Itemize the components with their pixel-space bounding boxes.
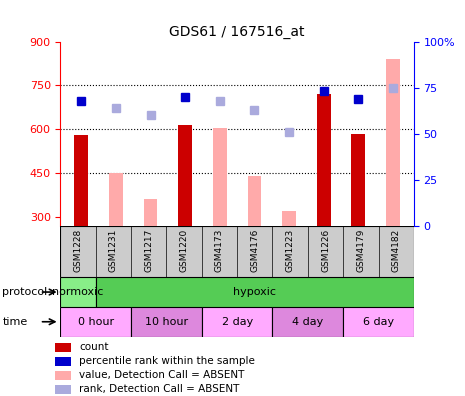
Text: GSM1223: GSM1223 [286, 228, 295, 272]
Text: GSM4182: GSM4182 [392, 228, 401, 272]
Bar [55, 343, 71, 352]
Title: GDS61 / 167516_at: GDS61 / 167516_at [169, 25, 305, 39]
Bar [74, 135, 88, 226]
Text: GSM4173: GSM4173 [215, 228, 224, 272]
Text: count: count [79, 343, 109, 352]
Text: GSM4176: GSM4176 [250, 228, 259, 272]
Text: GSM1220: GSM1220 [179, 228, 189, 272]
Bar [202, 307, 272, 337]
Bar [213, 128, 227, 226]
Text: percentile rank within the sample: percentile rank within the sample [79, 356, 255, 366]
Text: protocol: protocol [2, 287, 47, 297]
Bar [109, 173, 123, 226]
Bar [178, 125, 192, 226]
Bar [60, 277, 96, 307]
Text: value, Detection Call = ABSENT: value, Detection Call = ABSENT [79, 370, 245, 380]
Bar [144, 200, 158, 226]
Text: 6 day: 6 day [363, 317, 394, 327]
Bar [352, 133, 365, 226]
Bar [131, 307, 202, 337]
Text: time: time [2, 317, 27, 327]
Text: GSM1217: GSM1217 [144, 228, 153, 272]
Bar [317, 94, 331, 226]
Text: hypoxic: hypoxic [233, 287, 276, 297]
Text: rank, Detection Call = ABSENT: rank, Detection Call = ABSENT [79, 384, 239, 394]
Bar [55, 357, 71, 366]
Text: 0 hour: 0 hour [78, 317, 114, 327]
Text: 2 day: 2 day [221, 317, 253, 327]
Bar [272, 307, 343, 337]
Bar [282, 211, 296, 226]
Text: normoxic: normoxic [53, 287, 104, 297]
Bar [386, 59, 400, 226]
Bar [60, 307, 131, 337]
Bar [55, 371, 71, 380]
Text: 4 day: 4 day [292, 317, 324, 327]
Text: GSM1231: GSM1231 [109, 228, 118, 272]
Bar [55, 385, 71, 394]
Text: 10 hour: 10 hour [145, 317, 188, 327]
Bar [343, 307, 414, 337]
Bar [247, 176, 261, 226]
Text: GSM1228: GSM1228 [73, 228, 83, 272]
Text: GSM1226: GSM1226 [321, 228, 330, 272]
Text: GSM4179: GSM4179 [356, 228, 365, 272]
